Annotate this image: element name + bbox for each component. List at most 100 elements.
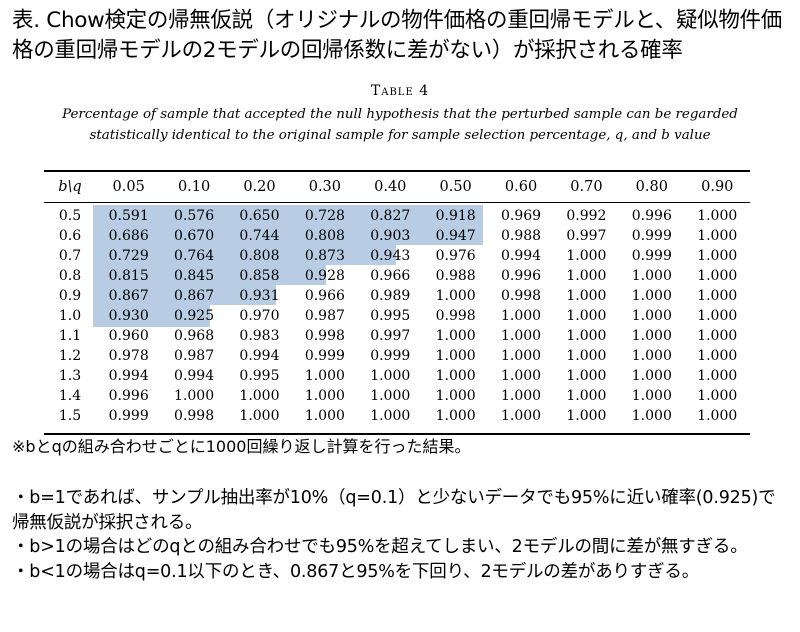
row-header-b: 0.8 (58, 268, 82, 284)
table-cell: 0.867 (174, 288, 215, 304)
slide-title: 表. Chow検定の帰無仮説（オリジナルの物件価格の重回帰モデルと、疑似物件価格… (12, 8, 782, 63)
table-row: 0.6 0.686 0.670 0.744 0.808 0.903 0.947 0.988 0.… (44, 226, 750, 246)
table-cell: 1.000 (304, 388, 345, 404)
table-cell: 1.000 (304, 368, 345, 384)
table-row: 0.9 0.867 0.867 0.931 0.966 0.989 1.000 0.998 1.… (44, 286, 750, 306)
table-row: 1.4 0.996 1.000 1.000 1.000 1.000 1.000 1.000 1.… (44, 386, 750, 406)
bullet-item: ・b>1の場合はどのqとの組み合わせでも95%を超えてしまい、2モデルの間に差が… (12, 537, 748, 557)
table-cell: 1.000 (500, 308, 542, 324)
table-cell: 0.970 (239, 308, 280, 324)
row-header-b: 1.3 (58, 368, 82, 384)
table-cell: 0.966 (304, 288, 345, 304)
table-row: 0.7 0.729 0.764 0.808 0.873 0.943 0.976 0.994 1.… (44, 246, 750, 266)
table-cell: 1.000 (566, 348, 607, 364)
highlight-region (93, 305, 210, 327)
highlight-region (93, 205, 483, 245)
table-cell: 0.670 (174, 228, 215, 244)
table-cell: 1.000 (697, 308, 738, 324)
table-cell: 0.815 (108, 268, 149, 284)
table-cell: 1.000 (697, 388, 738, 404)
table-description: Percentage of sample that accepted the n… (62, 107, 738, 143)
table-cell: 1.000 (304, 408, 345, 424)
table-cell: 1.000 (566, 308, 607, 324)
table-cell: 1.000 (435, 288, 476, 304)
column-header: 0.05 (112, 179, 145, 195)
table-cell: 1.000 (631, 328, 672, 344)
table-cell: 0.918 (435, 208, 476, 224)
table-cell: 1.000 (566, 328, 607, 344)
column-header: 0.70 (570, 179, 603, 195)
table-cell: 1.000 (435, 368, 476, 384)
table-cell: 0.925 (174, 308, 215, 324)
table-cell: 0.996 (500, 268, 542, 284)
table-cell: 0.999 (304, 348, 345, 364)
table-cell: 1.000 (697, 348, 738, 364)
table-cell: 0.728 (304, 208, 345, 224)
table-cell: 0.931 (239, 288, 280, 304)
table-cell: 1.000 (500, 328, 542, 344)
table-cell: 0.999 (631, 248, 672, 264)
table-cell: 0.576 (174, 208, 215, 224)
table-cell: 0.960 (108, 328, 149, 344)
table-cell: 1.000 (435, 408, 476, 424)
table-cell: 0.930 (108, 308, 149, 324)
table-cell: 1.000 (239, 408, 280, 424)
table-cell: 0.808 (239, 248, 280, 264)
table-cell: 0.947 (435, 228, 476, 244)
table-cell: 0.591 (108, 208, 149, 224)
table-cell: 0.996 (631, 208, 672, 224)
table-cell: 0.744 (239, 228, 280, 244)
table-cell: 0.997 (370, 328, 411, 344)
table-cell: 0.686 (108, 228, 149, 244)
table-cell: 0.729 (108, 248, 149, 264)
table-row: 1.2 0.978 0.987 0.994 0.999 0.999 1.000 1.000 1.… (44, 346, 750, 366)
table-cell: 1.000 (631, 408, 672, 424)
table-cell: 1.000 (566, 408, 607, 424)
row-header-b: 1.0 (58, 308, 82, 324)
table-cell: 1.000 (435, 328, 476, 344)
table-cell: 0.994 (108, 368, 149, 384)
table-cell: 1.000 (697, 328, 738, 344)
table-cell: 1.000 (566, 368, 607, 384)
table-cell: 1.000 (435, 388, 476, 404)
table-cell: 0.987 (174, 348, 215, 364)
table-cell: 1.000 (500, 348, 542, 364)
row-header-b: 1.5 (58, 408, 82, 424)
table-cell: 1.000 (697, 268, 738, 284)
table-cell: 1.000 (370, 388, 411, 404)
table-cell: 0.988 (435, 268, 476, 284)
table-cell: 0.928 (304, 268, 345, 284)
table-cell: 0.998 (304, 328, 345, 344)
column-header: 0.20 (243, 179, 276, 195)
table-cell: 0.978 (108, 348, 149, 364)
table-cell: 0.997 (566, 228, 607, 244)
column-header: 0.90 (701, 179, 734, 195)
bullet-list: ・b=1であれば、サンプル抽出率が10%（q=0.1）と少ないデータでも95%に… (12, 486, 792, 584)
table-cell: 0.827 (370, 208, 411, 224)
corner-header: b\q (58, 179, 82, 195)
table-cell: 1.000 (697, 288, 738, 304)
bullet-item: ・b<1の場合はq=0.1以下のとき、0.867と95%を下回り、2モデルの差が… (12, 561, 700, 582)
table-cell: 0.989 (370, 288, 411, 304)
row-header-b: 1.4 (58, 388, 82, 404)
table-cell: 0.994 (239, 348, 280, 364)
table-cell: 1.000 (500, 408, 542, 424)
row-header-b: 0.5 (58, 208, 82, 224)
table-cell: 0.808 (304, 228, 345, 244)
table-cell: 0.966 (370, 268, 411, 284)
table-cell: 0.845 (174, 268, 215, 284)
table-caption: Table 4 (370, 83, 430, 99)
table-cell: 1.000 (500, 388, 542, 404)
column-header: 0.50 (439, 179, 472, 195)
highlight-region (93, 285, 276, 305)
row-header-b: 0.7 (58, 248, 82, 264)
table-cell: 0.867 (108, 288, 149, 304)
table-row: 1.1 0.960 0.968 0.983 0.998 0.997 1.000 1.000 1.… (44, 326, 750, 346)
bullet-item: ・b=1であれば、サンプル抽出率が10%（q=0.1）と少ないデータでも95%に… (12, 488, 776, 533)
table-cell: 1.000 (697, 208, 738, 224)
table-cell: 0.983 (239, 328, 280, 344)
table-cell: 0.976 (435, 248, 476, 264)
highlight-region (93, 265, 326, 285)
table-row: 1.3 0.994 0.994 0.995 1.000 1.000 1.000 1.000 1.… (44, 366, 750, 386)
table-cell: 0.998 (500, 288, 542, 304)
